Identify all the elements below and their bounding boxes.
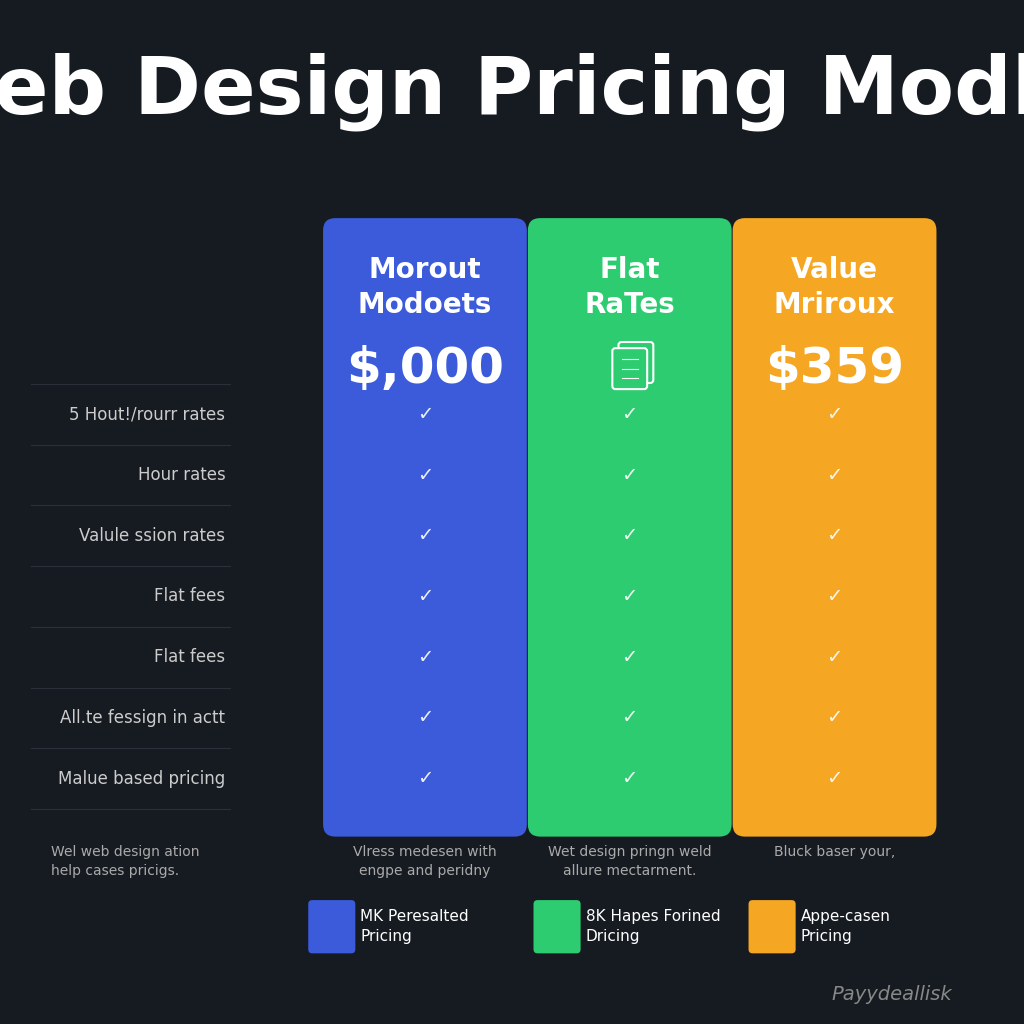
Text: Appe-casen
Pricing: Appe-casen Pricing bbox=[801, 909, 891, 944]
Text: $,000: $,000 bbox=[346, 345, 504, 392]
Text: Flat fees: Flat fees bbox=[155, 588, 225, 605]
FancyBboxPatch shape bbox=[308, 900, 355, 953]
FancyBboxPatch shape bbox=[324, 218, 526, 837]
Text: Web Design Pricing Modlls: Web Design Pricing Modlls bbox=[0, 53, 1024, 131]
Text: Malue based pricing: Malue based pricing bbox=[58, 770, 225, 787]
FancyBboxPatch shape bbox=[732, 218, 936, 837]
Text: ✓: ✓ bbox=[417, 587, 433, 606]
Text: ✓: ✓ bbox=[826, 587, 843, 606]
Text: ✓: ✓ bbox=[417, 769, 433, 788]
FancyBboxPatch shape bbox=[528, 218, 731, 837]
Text: MK Peresalted
Pricing: MK Peresalted Pricing bbox=[360, 909, 469, 944]
Text: Valule ssion rates: Valule ssion rates bbox=[79, 526, 225, 545]
Text: 5 Hout!/rourr rates: 5 Hout!/rourr rates bbox=[70, 406, 225, 423]
Text: ✓: ✓ bbox=[622, 526, 638, 545]
Text: Wet design pringn weld
allure mectarment.: Wet design pringn weld allure mectarment… bbox=[548, 845, 712, 879]
Text: Vlress medesen with
engpe and peridny: Vlress medesen with engpe and peridny bbox=[353, 845, 497, 879]
Text: ✓: ✓ bbox=[417, 466, 433, 484]
Text: Hour rates: Hour rates bbox=[137, 466, 225, 484]
Text: Wel web design ation
help cases pricigs.: Wel web design ation help cases pricigs. bbox=[51, 845, 200, 879]
Text: All.te fessign in actt: All.te fessign in actt bbox=[60, 709, 225, 727]
Text: ✓: ✓ bbox=[622, 769, 638, 788]
Text: ✓: ✓ bbox=[622, 466, 638, 484]
Text: ✓: ✓ bbox=[826, 404, 843, 424]
Text: ✓: ✓ bbox=[826, 526, 843, 545]
Text: ✓: ✓ bbox=[622, 404, 638, 424]
Text: ✓: ✓ bbox=[826, 466, 843, 484]
FancyBboxPatch shape bbox=[534, 900, 581, 953]
Text: Payydeallisk: Payydeallisk bbox=[831, 984, 952, 1004]
Text: Flat
RaTes: Flat RaTes bbox=[585, 256, 675, 318]
Text: ✓: ✓ bbox=[826, 769, 843, 788]
Text: ✓: ✓ bbox=[622, 587, 638, 606]
Text: Morout
Modoets: Morout Modoets bbox=[357, 256, 493, 318]
Text: 8K Hapes Forined
Dricing: 8K Hapes Forined Dricing bbox=[586, 909, 720, 944]
FancyBboxPatch shape bbox=[612, 348, 647, 389]
Text: ✓: ✓ bbox=[622, 709, 638, 727]
Text: ✓: ✓ bbox=[417, 648, 433, 667]
Text: ✓: ✓ bbox=[622, 648, 638, 667]
Text: Flat fees: Flat fees bbox=[155, 648, 225, 667]
Text: ✓: ✓ bbox=[417, 404, 433, 424]
Text: $359: $359 bbox=[765, 345, 904, 392]
Text: ✓: ✓ bbox=[417, 709, 433, 727]
Text: ✓: ✓ bbox=[826, 648, 843, 667]
Text: ✓: ✓ bbox=[826, 709, 843, 727]
Text: ✓: ✓ bbox=[417, 526, 433, 545]
Text: Value
Mriroux: Value Mriroux bbox=[774, 256, 895, 318]
FancyBboxPatch shape bbox=[749, 900, 796, 953]
Text: Bluck baser your,: Bluck baser your, bbox=[774, 845, 895, 859]
